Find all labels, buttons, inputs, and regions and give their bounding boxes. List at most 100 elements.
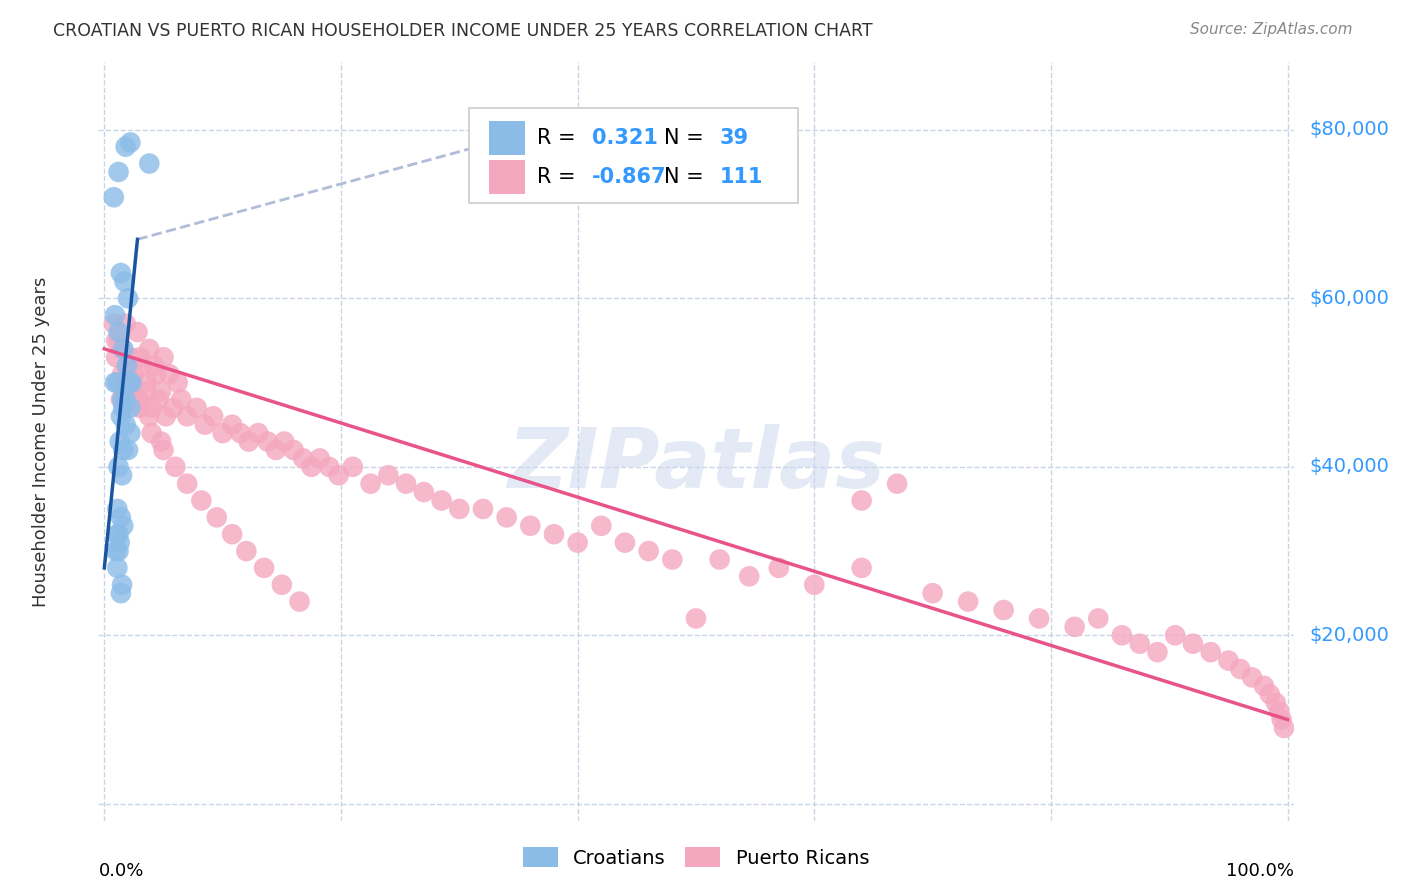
- Point: [395, 476, 418, 491]
- Point: [104, 308, 127, 322]
- Bar: [489, 120, 524, 155]
- Point: [112, 401, 135, 415]
- Text: 0.0%: 0.0%: [98, 863, 143, 880]
- Point: [112, 442, 135, 457]
- Point: [886, 476, 908, 491]
- Point: [166, 376, 188, 390]
- Point: [165, 459, 187, 474]
- Point: [117, 442, 139, 457]
- Point: [145, 367, 167, 381]
- Point: [131, 359, 153, 373]
- Text: 111: 111: [720, 167, 763, 187]
- Point: [104, 376, 127, 390]
- Point: [709, 552, 731, 566]
- Point: [176, 476, 198, 491]
- Point: [1146, 645, 1168, 659]
- Point: [120, 426, 142, 441]
- Point: [1264, 696, 1286, 710]
- Text: R =: R =: [537, 167, 582, 187]
- Point: [141, 426, 163, 441]
- Point: [1199, 645, 1222, 659]
- Point: [449, 502, 471, 516]
- Point: [591, 518, 613, 533]
- Point: [105, 544, 128, 558]
- Point: [1087, 611, 1109, 625]
- Point: [157, 367, 180, 381]
- Point: [138, 156, 160, 170]
- Point: [135, 384, 157, 398]
- Point: [120, 351, 142, 365]
- Point: [111, 392, 134, 407]
- Point: [138, 342, 160, 356]
- Point: [170, 392, 193, 407]
- Point: [1028, 611, 1050, 625]
- Point: [377, 468, 399, 483]
- Point: [117, 359, 139, 373]
- Point: [114, 275, 136, 289]
- Point: [107, 325, 129, 339]
- Point: [851, 561, 873, 575]
- Point: [143, 359, 166, 373]
- Point: [107, 334, 129, 348]
- Point: [108, 535, 131, 549]
- Point: [921, 586, 943, 600]
- Point: [211, 426, 233, 441]
- Point: [519, 518, 541, 533]
- Point: [1111, 628, 1133, 642]
- Point: [150, 384, 173, 398]
- Text: 0.321: 0.321: [592, 128, 658, 148]
- Point: [1063, 620, 1085, 634]
- Point: [148, 392, 170, 407]
- Text: Householder Income Under 25 years: Householder Income Under 25 years: [32, 277, 51, 607]
- Point: [120, 376, 142, 390]
- Point: [186, 401, 208, 415]
- Point: [256, 434, 278, 449]
- Point: [1258, 687, 1281, 701]
- Point: [360, 476, 382, 491]
- Point: [235, 544, 257, 558]
- FancyBboxPatch shape: [470, 108, 797, 202]
- Point: [110, 510, 132, 524]
- Point: [155, 409, 177, 424]
- Point: [110, 266, 132, 280]
- Point: [495, 510, 517, 524]
- Point: [122, 367, 145, 381]
- Point: [118, 376, 141, 390]
- Point: [141, 401, 163, 415]
- Point: [105, 334, 128, 348]
- Point: [270, 578, 292, 592]
- Point: [238, 434, 260, 449]
- Point: [105, 376, 128, 390]
- Text: Source: ZipAtlas.com: Source: ZipAtlas.com: [1189, 22, 1353, 37]
- Point: [1218, 654, 1240, 668]
- Point: [114, 392, 136, 407]
- Point: [111, 578, 134, 592]
- Point: [114, 139, 136, 153]
- Point: [152, 442, 174, 457]
- Text: ZIPatlas: ZIPatlas: [508, 424, 884, 505]
- Point: [111, 342, 134, 356]
- Point: [107, 527, 129, 541]
- Point: [543, 527, 565, 541]
- Text: $40,000: $40,000: [1309, 458, 1389, 476]
- Point: [110, 586, 132, 600]
- Point: [120, 401, 142, 415]
- Point: [115, 376, 138, 390]
- Point: [614, 535, 637, 549]
- Point: [128, 392, 150, 407]
- Point: [1129, 637, 1152, 651]
- Point: [114, 317, 136, 331]
- Point: [127, 392, 149, 407]
- Point: [136, 376, 159, 390]
- Point: [107, 459, 129, 474]
- Text: -0.867: -0.867: [592, 167, 666, 187]
- Point: [162, 401, 184, 415]
- Text: $20,000: $20,000: [1309, 626, 1389, 645]
- Legend: Croatians, Puerto Ricans: Croatians, Puerto Ricans: [515, 839, 877, 875]
- Point: [253, 561, 276, 575]
- Text: CROATIAN VS PUERTO RICAN HOUSEHOLDER INCOME UNDER 25 YEARS CORRELATION CHART: CROATIAN VS PUERTO RICAN HOUSEHOLDER INC…: [53, 22, 873, 40]
- Text: N =: N =: [664, 167, 710, 187]
- Point: [202, 409, 225, 424]
- Point: [112, 342, 135, 356]
- Point: [661, 552, 683, 566]
